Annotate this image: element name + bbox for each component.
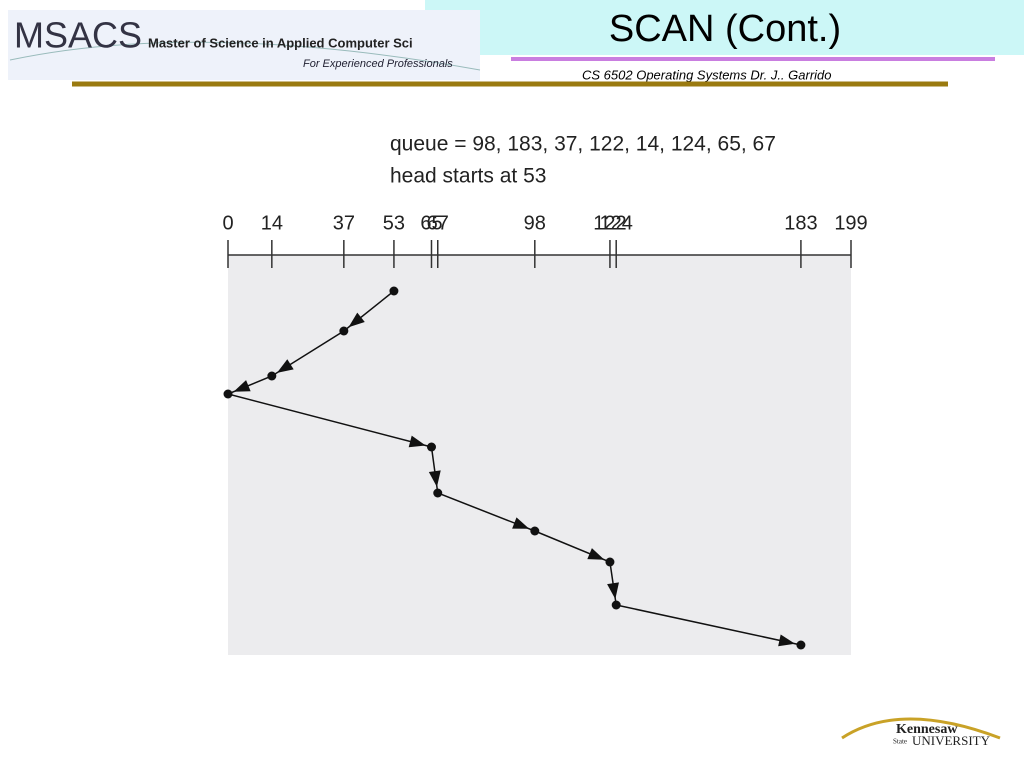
tick-label: 124 [600, 212, 633, 234]
tick-label: 199 [834, 212, 867, 234]
head-stop [389, 286, 399, 296]
tick-label: 14 [261, 212, 283, 234]
arrowhead [408, 435, 426, 448]
arrowhead [512, 517, 530, 529]
head-stop [433, 488, 443, 498]
tagline: For Experienced Professionals [303, 58, 453, 70]
arrowhead [607, 582, 619, 600]
ksu-state: State [893, 738, 907, 746]
logo-swoosh [9, 41, 481, 71]
logo: MSACS [14, 15, 142, 56]
head-stop [605, 557, 615, 567]
head-stop [796, 640, 806, 650]
arrowhead [587, 548, 605, 560]
tick-label: 0 [222, 212, 233, 234]
ksu-top: Kennesaw [896, 722, 958, 737]
head-stop [267, 371, 277, 381]
plot-area [228, 255, 851, 655]
tick-label: 98 [524, 212, 546, 234]
tick-label: 67 [427, 212, 449, 234]
head-stop [426, 442, 436, 452]
tick-label: 122 [593, 212, 626, 234]
ksu-hills [841, 717, 1001, 740]
ksu-bottom: UNIVERSITY [912, 733, 991, 748]
arrowhead [778, 634, 796, 647]
arrowhead [233, 380, 251, 392]
queue-text: queue = 98, 183, 37, 122, 14, 124, 65, 6… [390, 133, 776, 156]
head-stop [223, 389, 233, 399]
course: CS 6502 Operating Systems Dr. J.. Garrid… [582, 67, 832, 82]
head-stop [530, 526, 540, 536]
arrowhead [348, 312, 365, 328]
slide-title: SCAN (Cont.) [609, 8, 841, 50]
head-stop [611, 600, 621, 610]
program: Master of Science in Applied Computer Sc… [148, 35, 413, 50]
arrowhead [428, 470, 441, 488]
tick-label: 53 [383, 212, 405, 234]
head-stop [339, 326, 349, 336]
tick-label: 183 [784, 212, 817, 234]
title-band [425, 0, 1024, 55]
arrowhead [276, 359, 294, 373]
head-text: head starts at 53 [390, 165, 546, 188]
tick-label: 65 [420, 212, 442, 234]
logo-box [8, 10, 480, 80]
tick-label: 37 [333, 212, 355, 234]
